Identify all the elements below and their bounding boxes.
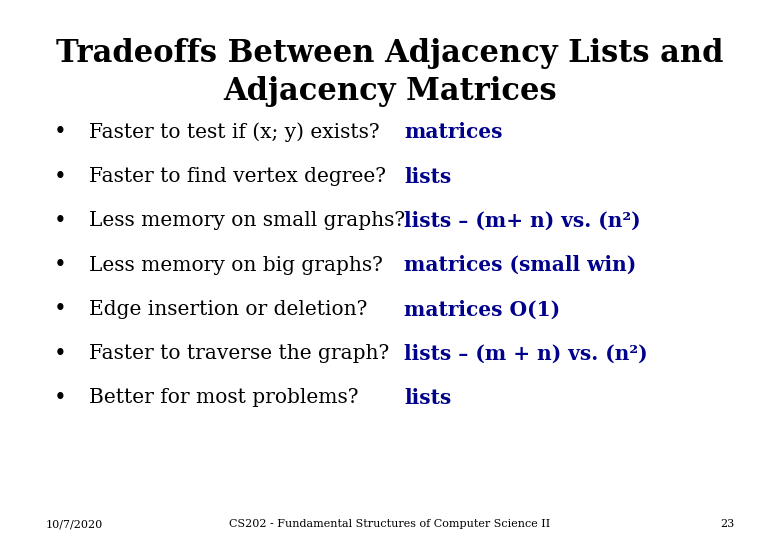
Text: Faster to traverse the graph?: Faster to traverse the graph? — [89, 344, 389, 363]
Text: •: • — [54, 343, 66, 364]
Text: lists: lists — [404, 388, 452, 408]
Text: lists – (m+ n) vs. (n²): lists – (m+ n) vs. (n²) — [404, 211, 641, 231]
Text: •: • — [54, 299, 66, 320]
Text: •: • — [54, 122, 66, 143]
Text: lists: lists — [404, 166, 452, 187]
Text: Less memory on small graphs?: Less memory on small graphs? — [89, 211, 405, 231]
Text: lists – (m + n) vs. (n²): lists – (m + n) vs. (n²) — [404, 343, 648, 364]
Text: 23: 23 — [720, 519, 734, 529]
Text: •: • — [54, 387, 66, 409]
Text: •: • — [54, 210, 66, 232]
Text: Tradeoffs Between Adjacency Lists and
Adjacency Matrices: Tradeoffs Between Adjacency Lists and Ad… — [56, 38, 724, 107]
Text: •: • — [54, 254, 66, 276]
Text: Edge insertion or deletion?: Edge insertion or deletion? — [89, 300, 367, 319]
Text: Less memory on big graphs?: Less memory on big graphs? — [89, 255, 383, 275]
Text: Faster to find vertex degree?: Faster to find vertex degree? — [89, 167, 386, 186]
Text: matrices O(1): matrices O(1) — [404, 299, 561, 320]
Text: matrices (small win): matrices (small win) — [404, 255, 636, 275]
Text: 10/7/2020: 10/7/2020 — [46, 519, 103, 529]
Text: CS202 - Fundamental Structures of Computer Science II: CS202 - Fundamental Structures of Comput… — [229, 519, 551, 529]
Text: Better for most problems?: Better for most problems? — [89, 388, 358, 408]
Text: •: • — [54, 166, 66, 187]
Text: matrices: matrices — [404, 122, 503, 143]
Text: Faster to test if (x; y) exists?: Faster to test if (x; y) exists? — [89, 123, 380, 142]
